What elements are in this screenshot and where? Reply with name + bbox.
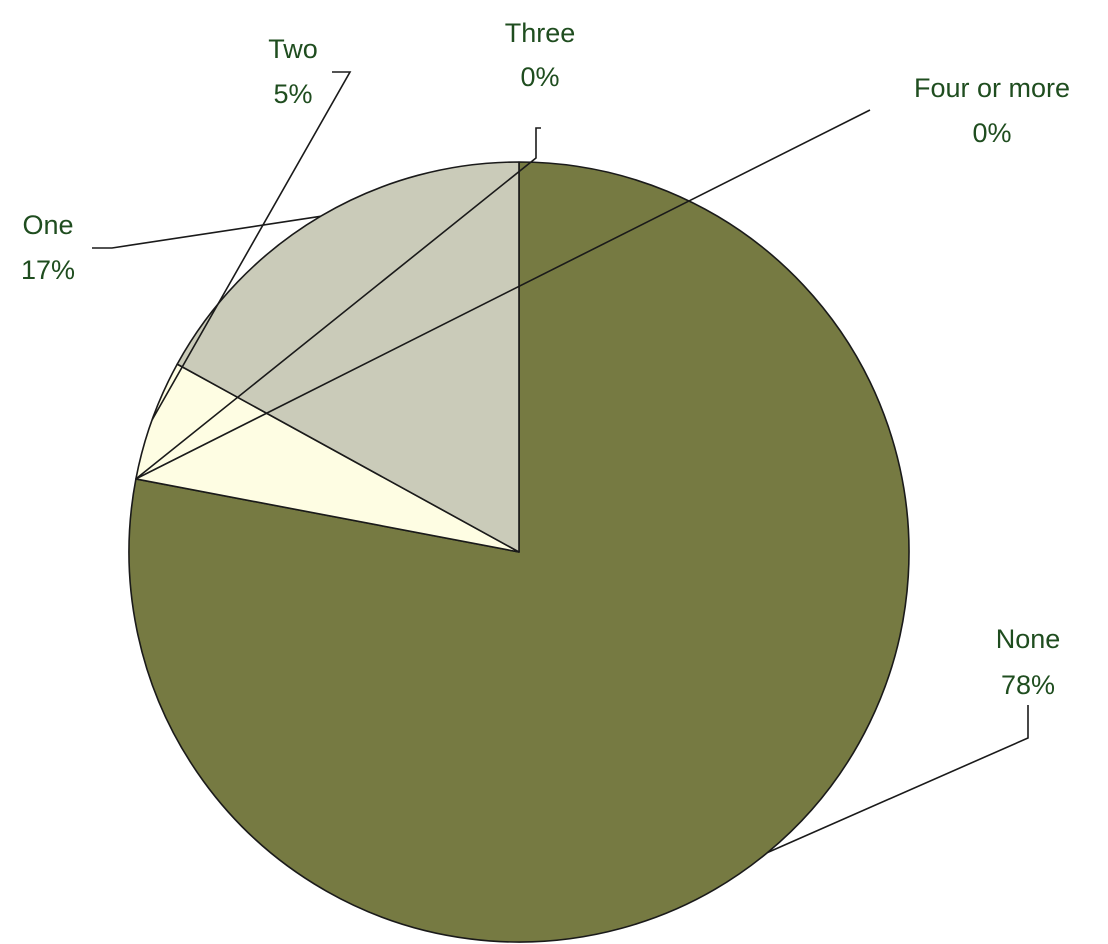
label-four-or-more-percent: 0% (972, 118, 1011, 148)
leader-line-three (135, 127, 541, 480)
label-two-percent: 5% (273, 79, 312, 109)
slices-layer (128, 161, 910, 943)
label-three-percent: 0% (520, 62, 559, 92)
label-none-name: None (996, 624, 1061, 654)
labels-layer: None 78% Four or more 0% Three 0% Two 5%… (21, 18, 1070, 700)
leader-line-two (151, 71, 352, 421)
label-two-name: Two (268, 34, 318, 64)
leader-line-four-or-more (135, 109, 871, 480)
leader-line-one (92, 215, 321, 249)
label-one-percent: 17% (21, 255, 75, 285)
leader-line-none (767, 705, 1029, 854)
label-four-or-more-name: Four or more (914, 73, 1070, 103)
label-none-percent: 78% (1001, 670, 1055, 700)
leaders-layer (92, 71, 1029, 854)
label-three-name: Three (505, 18, 576, 48)
label-one-name: One (22, 210, 73, 240)
